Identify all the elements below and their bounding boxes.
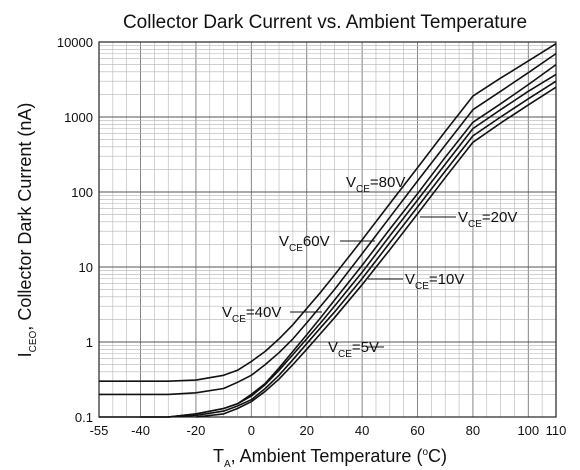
svg-text:VCE60V: VCE60V <box>279 233 330 254</box>
annotation-40v: VCE=40V <box>222 304 322 325</box>
annotation-5v-text: =5V <box>352 339 379 356</box>
x-tick-label: 20 <box>299 423 313 438</box>
annotation-60v-text: 60V <box>303 233 330 250</box>
series-line-20v <box>140 73 557 418</box>
y-tick-label: 1000 <box>64 110 93 125</box>
series-line-80v <box>99 43 557 383</box>
annotation-20v: VCE=20V <box>420 209 517 230</box>
y-axis-label-main: I <box>15 352 35 357</box>
annotation-60v-v: V <box>279 233 289 250</box>
annotation-40v-v: V <box>222 304 232 321</box>
annotation-60v: VCE60V <box>279 233 375 254</box>
x-axis-label-text: , Ambient Temperature ( <box>231 446 423 466</box>
svg-text:VCE=5V: VCE=5V <box>328 339 379 360</box>
x-tick-label: 40 <box>355 423 369 438</box>
x-axis-label-degree: o <box>422 447 428 458</box>
x-tick-label: -40 <box>131 423 150 438</box>
annotation-10v-text: =10V <box>429 271 464 288</box>
y-tick-label: 1 <box>86 335 93 350</box>
annotation-80v-text: =80V <box>370 174 405 191</box>
series-line-60v <box>99 52 557 396</box>
x-tick-label: -20 <box>187 423 206 438</box>
annotation-20v-text: =20V <box>482 209 517 226</box>
annotation-40v-text: =40V <box>246 304 281 321</box>
y-axis-ticks: 0.1 1 10 100 1000 10000 <box>57 35 93 425</box>
series-line-5v <box>195 86 557 418</box>
x-axis-label-unit: C) <box>428 446 447 466</box>
annotation-20v-v: V <box>458 209 468 226</box>
svg-text:VCE=10V: VCE=10V <box>405 271 464 292</box>
y-tick-label: 10 <box>79 260 93 275</box>
svg-text:VCE=20V: VCE=20V <box>458 209 517 230</box>
annotation-20v-sub: CE <box>468 219 482 230</box>
annotation-5v: VCE=5V <box>328 339 384 360</box>
x-tick-label: 0 <box>248 423 255 438</box>
x-axis-ticks: -55 -40 -20 0 20 40 60 80 100 110 <box>90 423 567 438</box>
annotation-5v-sub: CE <box>338 349 352 360</box>
y-tick-label: 0.1 <box>75 410 93 425</box>
x-axis-label-sub: A <box>224 459 231 470</box>
y-tick-label: 100 <box>71 185 93 200</box>
y-axis-label-text: , Collector Dark Current (nA) <box>15 103 35 331</box>
plot-frame <box>98 41 557 418</box>
y-tick-label: 10000 <box>57 35 93 50</box>
y-axis-label: ICEO, Collector Dark Current (nA) <box>15 103 39 358</box>
annotation-60v-sub: CE <box>289 243 303 254</box>
x-axis-label: TA, Ambient Temperature (oC) <box>213 446 447 470</box>
annotation-40v-sub: CE <box>232 314 246 325</box>
annotation-10v: VCE=10V <box>368 271 464 292</box>
annotation-80v-sub: CE <box>356 184 370 195</box>
annotation-10v-v: V <box>405 271 415 288</box>
x-tick-label: 100 <box>517 423 539 438</box>
grid <box>99 42 556 417</box>
annotation-80v-v: V <box>346 174 356 191</box>
svg-text:VCE=40V: VCE=40V <box>222 304 281 325</box>
series-line-10v <box>168 80 557 418</box>
x-tick-label: 110 <box>546 423 567 438</box>
x-tick-label: 80 <box>466 423 480 438</box>
annotation-10v-sub: CE <box>415 281 429 292</box>
annotation-80v: VCE=80V <box>346 174 405 195</box>
annotation-5v-v: V <box>328 339 338 356</box>
svg-text:VCE=80V: VCE=80V <box>346 174 405 195</box>
y-axis-label-sub: CEO <box>28 330 39 352</box>
x-axis-label-main: T <box>213 446 224 466</box>
x-tick-label: 60 <box>410 423 424 438</box>
chart-title: Collector Dark Current vs. Ambient Tempe… <box>123 12 527 33</box>
x-tick-label: -55 <box>90 423 109 438</box>
series-lines <box>99 43 557 418</box>
